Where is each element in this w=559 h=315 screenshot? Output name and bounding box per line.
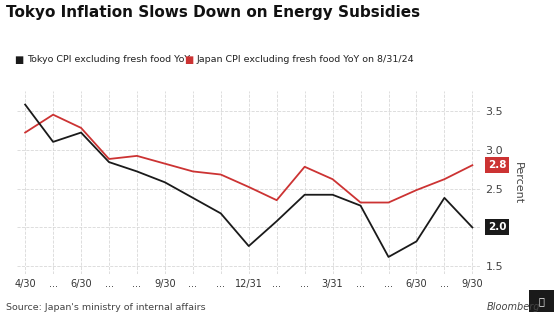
Text: 2.8: 2.8 [487, 160, 506, 170]
Text: Japan CPI excluding fresh food YoY on 8/31/24: Japan CPI excluding fresh food YoY on 8/… [197, 55, 414, 64]
Text: Source: Japan's ministry of internal affairs: Source: Japan's ministry of internal aff… [6, 303, 205, 312]
Text: ■: ■ [14, 55, 23, 65]
Y-axis label: Percent: Percent [513, 162, 523, 204]
Text: Tokyo CPI excluding fresh food YoY: Tokyo CPI excluding fresh food YoY [27, 55, 190, 64]
Text: ■: ■ [184, 55, 194, 65]
Text: Tokyo Inflation Slows Down on Energy Subsidies: Tokyo Inflation Slows Down on Energy Sub… [6, 5, 420, 20]
Text: Bloomberg: Bloomberg [486, 302, 540, 312]
Text: 2.0: 2.0 [487, 222, 506, 232]
Text: Ⓑ: Ⓑ [538, 296, 544, 306]
